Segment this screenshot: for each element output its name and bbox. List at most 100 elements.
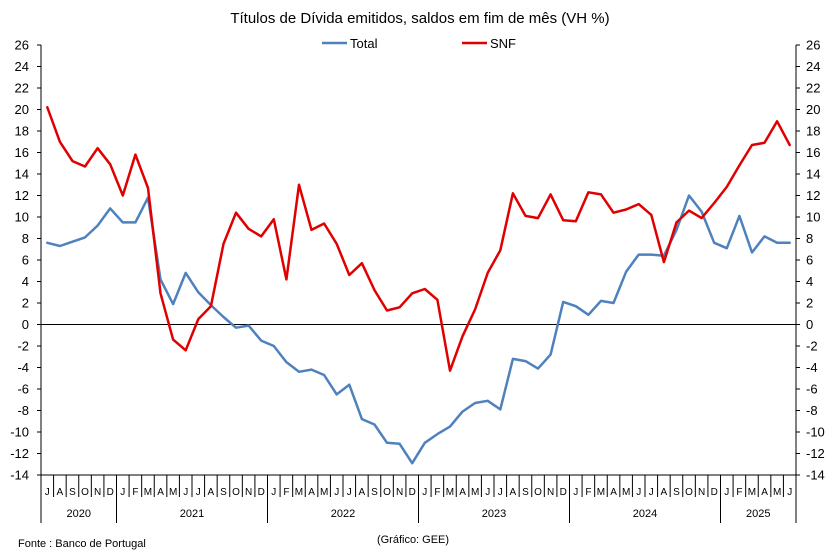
y-tick-label-left: 6 [22,253,29,268]
x-month-label: N [94,487,101,498]
x-month-label: F [585,487,591,498]
x-month-label: S [673,487,680,498]
x-month-label: J [485,487,490,498]
x-month-label: A [761,487,768,498]
y-tick-label-right: -8 [806,403,818,418]
x-month-label: O [685,487,693,498]
x-month-label: F [434,487,440,498]
x-month-label: J [196,487,201,498]
x-month-label: O [383,487,391,498]
y-tick-label-right: 22 [806,81,820,96]
x-month-label: S [69,487,76,498]
y-tick-label-left: -12 [10,446,29,461]
x-month-label: O [81,487,89,498]
footer-source: Fonte : Banco de Portugal [18,538,146,550]
x-month-label: D [711,487,718,498]
y-tick-label-left: 2 [22,296,29,311]
x-month-label: O [232,487,240,498]
y-tick-label-right: -2 [806,339,818,354]
x-month-label: M [471,487,479,498]
y-tick-label-right: 12 [806,188,820,203]
series-line-snf [46,106,791,372]
y-tick-label-left: 10 [15,210,29,225]
y-tick-label-right: 2 [806,296,813,311]
x-month-label: J [271,487,276,498]
legend: Total SNF [322,36,516,51]
y-tick-label-right: 24 [806,59,820,74]
x-year-label: 2020 [67,508,91,520]
y-tick-label-right: 6 [806,253,813,268]
y-tick-label-right: 4 [806,274,813,289]
x-month-label: A [459,487,466,498]
x-month-label: A [157,487,164,498]
x-month-label: M [295,487,303,498]
x-year-label: 2021 [180,508,204,520]
x-month-label: J [347,487,352,498]
y-tick-label-right: -6 [806,382,818,397]
y-tick-label-right: 20 [806,102,820,117]
x-month-label: M [622,487,630,498]
y-tick-label-left: 8 [22,231,29,246]
x-month-label: D [107,487,114,498]
x-month-label: J [787,487,792,498]
x-month-label: J [334,487,339,498]
x-month-label: A [610,487,617,498]
y-tick-label-left: 14 [15,167,29,182]
x-month-label: M [144,487,152,498]
x-year-label: 2025 [746,508,770,520]
y-tick-label-right: 10 [806,210,820,225]
series-line-total [46,194,791,465]
x-month-label: F [283,487,289,498]
y-tick-label-left: 20 [15,102,29,117]
x-month-label: A [208,487,215,498]
y-tick-label-left: 16 [15,145,29,160]
y-tick-label-left: -10 [10,425,29,440]
y-tick-label-right: 26 [806,38,820,53]
y-tick-label-left: -2 [17,339,29,354]
x-month-label: N [698,487,705,498]
x-month-label: M [597,487,605,498]
x-month-label: M [748,487,756,498]
x-month-label: A [308,487,315,498]
y-tick-label-right: -14 [806,468,825,483]
y-tick-label-right: 14 [806,167,820,182]
x-month-label: M [773,487,781,498]
x-year-label: 2023 [482,508,506,520]
x-month-label: M [169,487,177,498]
x-month-label: F [132,487,138,498]
y-tick-label-right: 8 [806,231,813,246]
y-tick-label-left: 0 [22,317,29,332]
y-tick-label-left: 24 [15,59,29,74]
x-month-label: J [120,487,125,498]
y-tick-label-right: -12 [806,446,825,461]
x-month-label: S [371,487,378,498]
x-month-label: D [409,487,416,498]
x-month-label: A [57,487,64,498]
x-month-label: J [649,487,654,498]
x-month-label: A [359,487,366,498]
legend-label-snf: SNF [490,36,516,51]
x-month-label: O [534,487,542,498]
x-month-label: S [220,487,227,498]
x-month-label: D [560,487,567,498]
x-month-label: J [422,487,427,498]
y-tick-label-right: 0 [806,317,813,332]
x-month-label: M [320,487,328,498]
y-tick-label-left: -14 [10,468,29,483]
y-tick-label-left: -8 [17,403,29,418]
x-month-label: F [736,487,742,498]
x-month-label: N [547,487,554,498]
y-tick-label-right: -10 [806,425,825,440]
x-month-label: N [245,487,252,498]
y-tick-label-left: 26 [15,38,29,53]
y-tick-label-right: 16 [806,145,820,160]
x-month-label: M [446,487,454,498]
x-month-label: A [661,487,668,498]
x-year-label: 2024 [633,508,657,520]
y-tick-label-left: 4 [22,274,29,289]
y-tick-label-right: 18 [806,124,820,139]
x-year-label: 2022 [331,508,355,520]
